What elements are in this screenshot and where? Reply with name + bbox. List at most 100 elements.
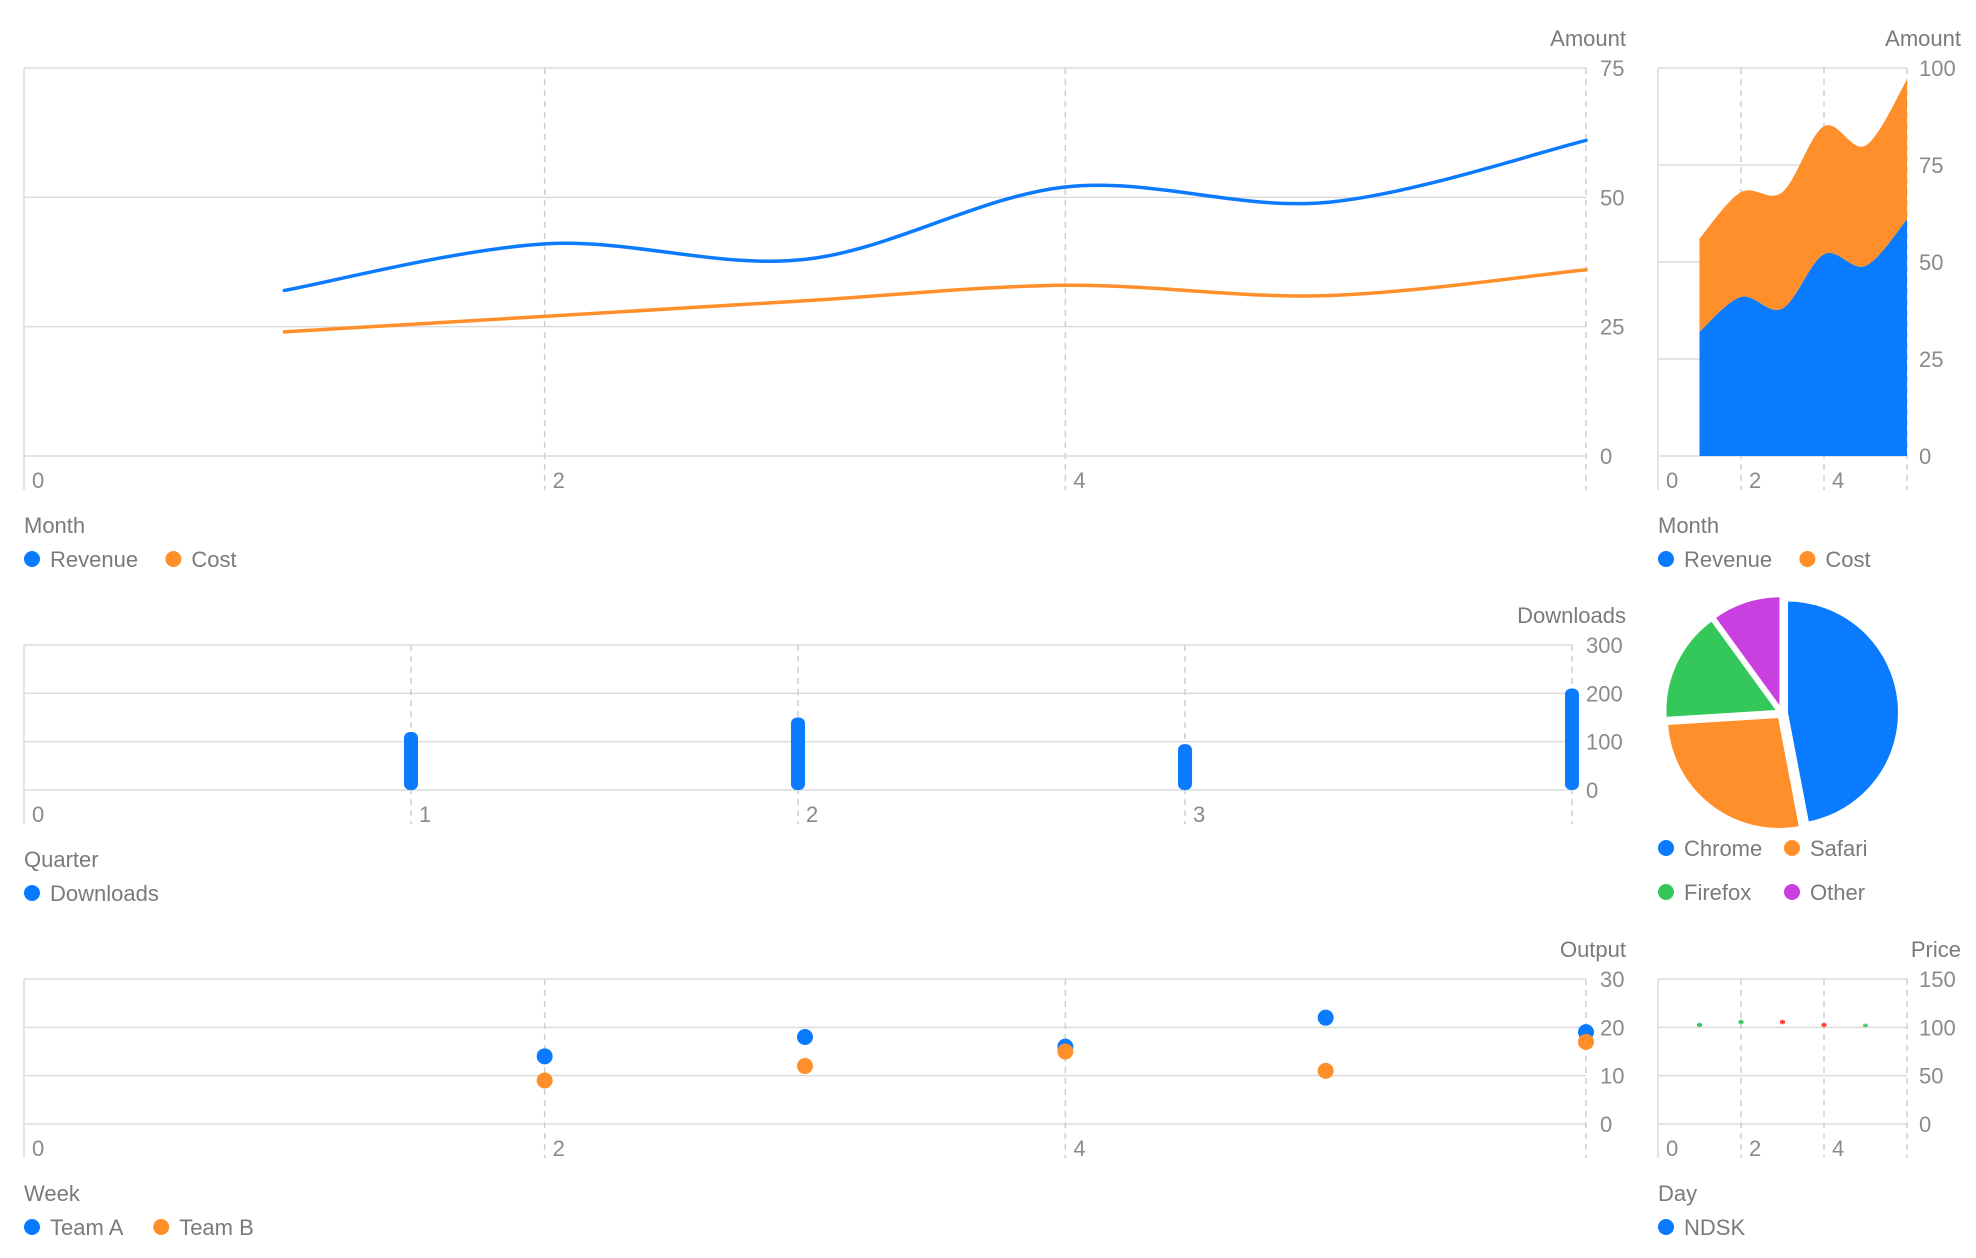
y-tick-label: 30 bbox=[1600, 967, 1624, 992]
y-tick-label: 100 bbox=[1586, 730, 1623, 755]
y-tick-label: 0 bbox=[1919, 444, 1931, 469]
scatter-point bbox=[536, 1048, 553, 1065]
scatter-chart: 0 10 20 30 0 2 4 Output Week Team A Team B bbox=[23, 937, 1626, 1240]
scatter-point bbox=[797, 1058, 813, 1074]
x-tick-label: 0 bbox=[32, 468, 44, 493]
y-tick-label: 100 bbox=[1919, 1015, 1956, 1040]
x-axis-title: Day bbox=[1658, 1181, 1697, 1206]
scatter-point bbox=[536, 1072, 553, 1089]
y-tick-label: 20 bbox=[1600, 1015, 1624, 1040]
area-band-revenue bbox=[1699, 219, 1907, 456]
candle-body bbox=[1821, 1023, 1827, 1027]
y-tick-label: 300 bbox=[1586, 633, 1623, 658]
legend-swatch bbox=[1658, 1219, 1674, 1235]
x-tick-label: 2 bbox=[553, 468, 565, 493]
x-tick-label: 4 bbox=[1832, 1136, 1844, 1161]
x-tick-label: 4 bbox=[1073, 468, 1085, 493]
legend-swatch bbox=[1658, 840, 1674, 856]
y-tick-label: 25 bbox=[1919, 347, 1943, 372]
x-tick-label: 2 bbox=[1749, 468, 1761, 493]
y-axis-title: Downloads bbox=[1517, 603, 1626, 628]
bar bbox=[1178, 744, 1192, 790]
x-tick-label: 3 bbox=[1193, 802, 1205, 827]
scatter-point bbox=[797, 1029, 813, 1045]
bar-chart: 0 100 200 300 0 1 2 3 Downloads Quarter Downloads bbox=[23, 603, 1626, 906]
y-tick-label: 0 bbox=[1600, 444, 1612, 469]
legend-item: Downloads bbox=[50, 881, 159, 906]
x-tick-label: 1 bbox=[419, 802, 431, 827]
legend-swatch bbox=[1658, 551, 1674, 567]
legend-swatch bbox=[1784, 840, 1800, 856]
x-tick-label: 2 bbox=[1749, 1136, 1761, 1161]
x-axis-title: Month bbox=[1658, 513, 1719, 538]
legend-swatch bbox=[24, 885, 40, 901]
legend-item: Cost bbox=[191, 547, 236, 572]
y-tick-label: 200 bbox=[1586, 681, 1623, 706]
legend-item: Revenue bbox=[1684, 547, 1772, 572]
scatter-point bbox=[1317, 1009, 1334, 1026]
y-tick-label: 75 bbox=[1600, 56, 1624, 81]
legend-swatch bbox=[24, 551, 40, 567]
scatter-point bbox=[1578, 1033, 1594, 1050]
scatter-point bbox=[1057, 1043, 1074, 1060]
bar bbox=[1565, 688, 1579, 790]
candle-body bbox=[1863, 1024, 1868, 1027]
legend-swatch bbox=[1658, 884, 1674, 900]
legend-item: Other bbox=[1810, 880, 1865, 905]
legend-item: Team A bbox=[50, 1215, 124, 1240]
y-axis-title: Price bbox=[1911, 937, 1961, 962]
y-tick-label: 100 bbox=[1919, 56, 1956, 81]
y-tick-label: 50 bbox=[1919, 250, 1943, 275]
candle-body bbox=[1738, 1020, 1744, 1024]
pie-slice-other bbox=[1713, 595, 1782, 710]
pie-slice-safari bbox=[1666, 715, 1801, 830]
area-band-cost bbox=[1699, 79, 1907, 332]
y-tick-label: 10 bbox=[1600, 1064, 1624, 1089]
x-tick-label: 0 bbox=[32, 1136, 44, 1161]
legend-item: Chrome bbox=[1684, 836, 1762, 861]
x-tick-label: 0 bbox=[1666, 1136, 1678, 1161]
pie-chart: Chrome Safari Firefox Other bbox=[1658, 595, 1900, 905]
y-tick-label: 25 bbox=[1600, 315, 1624, 340]
candle-body bbox=[1780, 1020, 1785, 1024]
legend-swatch bbox=[1784, 884, 1800, 900]
x-tick-label: 4 bbox=[1832, 468, 1844, 493]
x-axis-title: Quarter bbox=[24, 847, 99, 872]
y-tick-label: 50 bbox=[1600, 185, 1624, 210]
legend-item: NDSK bbox=[1684, 1215, 1745, 1240]
x-axis-title: Week bbox=[24, 1181, 81, 1206]
y-axis-title: Amount bbox=[1550, 26, 1626, 51]
x-tick-label: 0 bbox=[1666, 468, 1678, 493]
pie-slice-firefox bbox=[1664, 619, 1779, 719]
legend-swatch bbox=[153, 1219, 170, 1235]
pie-slice-chrome bbox=[1785, 599, 1900, 824]
legend-item: Revenue bbox=[50, 547, 138, 572]
y-tick-label: 0 bbox=[1919, 1112, 1931, 1137]
series-line-cost bbox=[282, 268, 1588, 334]
y-tick-label: 0 bbox=[1586, 778, 1598, 803]
y-tick-label: 150 bbox=[1919, 967, 1956, 992]
legend-item: Safari bbox=[1810, 836, 1867, 861]
y-axis-title: Output bbox=[1560, 937, 1626, 962]
legend-item: Team B bbox=[179, 1215, 254, 1240]
legend-swatch bbox=[24, 1219, 40, 1235]
y-tick-label: 50 bbox=[1919, 1064, 1943, 1089]
x-tick-label: 4 bbox=[1073, 1136, 1085, 1161]
x-tick-label: 2 bbox=[806, 802, 818, 827]
candlestick-chart: 0 50 100 150 0 2 4 Price Day NDSK bbox=[1657, 937, 1961, 1240]
x-axis-title: Month bbox=[24, 513, 85, 538]
legend-item: Cost bbox=[1825, 547, 1870, 572]
legend-item: Firefox bbox=[1684, 880, 1751, 905]
y-tick-label: 0 bbox=[1600, 1112, 1612, 1137]
x-tick-label: 0 bbox=[32, 802, 44, 827]
series-line-revenue bbox=[282, 138, 1588, 293]
y-tick-label: 75 bbox=[1919, 153, 1943, 178]
legend-swatch bbox=[165, 551, 182, 567]
scatter-point bbox=[1317, 1062, 1334, 1079]
bar bbox=[791, 717, 805, 790]
candle-body bbox=[1697, 1023, 1702, 1027]
area-chart: 0 25 50 75 100 0 2 4 Amount Month Revenue Cost bbox=[1657, 26, 1961, 572]
bar bbox=[404, 732, 418, 790]
line-chart: 0 25 50 75 0 2 4 Amount Month Revenue Cost bbox=[23, 26, 1626, 572]
